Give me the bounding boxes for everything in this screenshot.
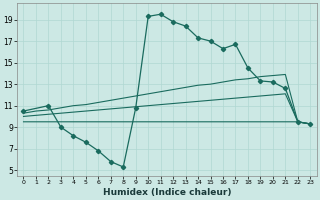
X-axis label: Humidex (Indice chaleur): Humidex (Indice chaleur): [103, 188, 231, 197]
